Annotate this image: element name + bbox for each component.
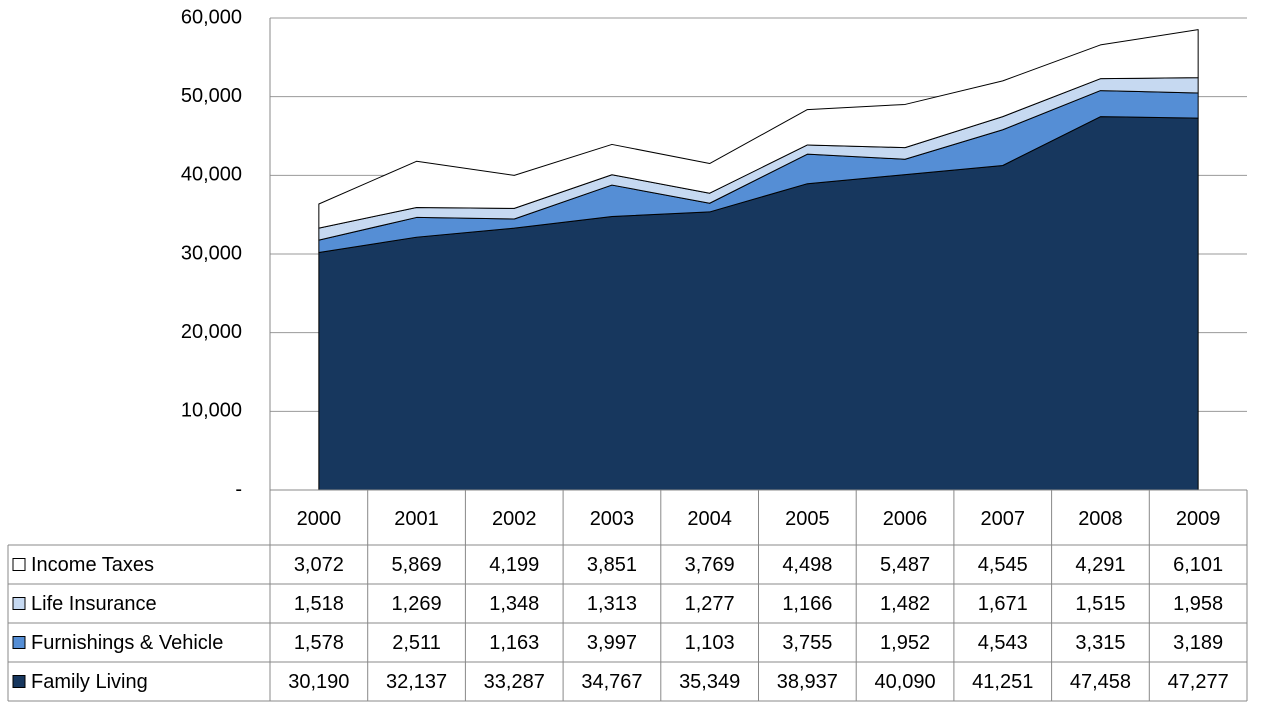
y-tick-label: 30,000: [181, 242, 242, 264]
legend-label: Furnishings & Vehicle: [31, 632, 223, 654]
table-cell: 1,952: [880, 632, 930, 654]
legend-label: Income Taxes: [31, 554, 154, 576]
table-cell: 47,458: [1070, 671, 1131, 693]
table-cell: 33,287: [484, 671, 545, 693]
table-cell: 34,767: [581, 671, 642, 693]
table-cell: 4,498: [782, 554, 832, 576]
x-tick-label: 2008: [1078, 508, 1123, 530]
x-tick-label: 2003: [590, 508, 635, 530]
table-cell: 35,349: [679, 671, 740, 693]
table-cell: 3,072: [294, 554, 344, 576]
x-tick-label: 2009: [1176, 508, 1221, 530]
table-cell: 1,163: [489, 632, 539, 654]
table-cell: 3,997: [587, 632, 637, 654]
legend-marker: [12, 558, 26, 571]
table-cell: 1,348: [489, 593, 539, 615]
table-cell: 3,755: [782, 632, 832, 654]
table-cell: 1,482: [880, 593, 930, 615]
legend-label: Family Living: [31, 671, 148, 693]
table-cell: 6,101: [1173, 554, 1223, 576]
table-cell: 2,511: [392, 632, 441, 654]
y-tick-label: 10,000: [181, 400, 242, 422]
table-cell: 41,251: [972, 671, 1033, 693]
table-cell: 4,199: [489, 554, 539, 576]
table-cell: 5,869: [392, 554, 442, 576]
table-cell: 5,487: [880, 554, 930, 576]
y-tick-label: 20,000: [181, 321, 242, 343]
table-cell: 32,137: [386, 671, 447, 693]
y-tick-label: 60,000: [181, 6, 242, 28]
x-tick-label: 2005: [785, 508, 830, 530]
y-tick-label: 40,000: [181, 164, 242, 186]
table-cell: 1,313: [587, 593, 637, 615]
table-cell: 40,090: [874, 671, 935, 693]
legend-marker: [12, 636, 26, 649]
table-cell: 4,543: [978, 632, 1028, 654]
x-tick-label: 2000: [297, 508, 342, 530]
table-cell: 3,189: [1173, 632, 1223, 654]
table-cell: 1,103: [685, 632, 735, 654]
x-tick-label: 2002: [492, 508, 537, 530]
table-cell: 47,277: [1168, 671, 1229, 693]
table-cell: 30,190: [288, 671, 349, 693]
x-tick-label: 2007: [981, 508, 1026, 530]
table-cell: 38,937: [777, 671, 838, 693]
table-cell: 4,291: [1075, 554, 1125, 576]
table-cell: 1,518: [294, 593, 344, 615]
table-cell: 3,851: [587, 554, 637, 576]
legend-marker: [12, 597, 26, 610]
table-cell: 4,545: [978, 554, 1028, 576]
table-cell: 1,958: [1173, 593, 1223, 615]
table-cell: 3,769: [685, 554, 735, 576]
x-tick-label: 2001: [394, 508, 439, 530]
y-tick-label: 50,000: [181, 85, 242, 107]
table-cell: 1,671: [978, 593, 1028, 615]
table-cell: 1,578: [294, 632, 344, 654]
x-tick-label: 2004: [687, 508, 732, 530]
table-cell: 3,315: [1075, 632, 1125, 654]
table-cell: 1,166: [782, 593, 832, 615]
legend-label: Life Insurance: [31, 593, 157, 615]
y-tick-label: -: [235, 478, 242, 500]
x-tick-label: 2006: [883, 508, 928, 530]
legend-marker: [12, 675, 26, 688]
table-cell: 1,269: [392, 593, 442, 615]
area: [318, 29, 1199, 229]
table-cell: 1,515: [1075, 593, 1125, 615]
table-cell: 1,277: [685, 593, 735, 615]
